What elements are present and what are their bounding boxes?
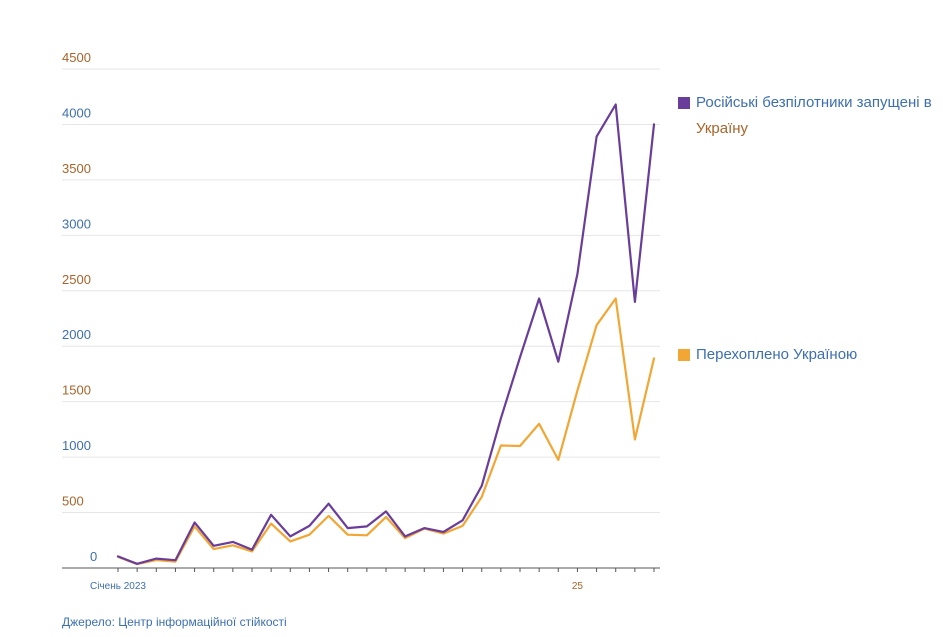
legend-item-intercepted: Перехоплено Україною xyxy=(678,342,943,368)
x-tick-label: 25 xyxy=(572,581,584,592)
legend-label-launched-line1: Російські безпілотники запущені в xyxy=(696,94,932,111)
legend-swatch-intercepted xyxy=(678,349,690,361)
y-tick-label: 3500 xyxy=(62,161,91,176)
y-tick-label: 0 xyxy=(90,549,97,564)
y-tick-label: 1000 xyxy=(62,438,91,453)
y-tick-label: 2500 xyxy=(62,272,91,287)
series-line-launched xyxy=(116,103,656,565)
y-tick-label: 4000 xyxy=(62,105,91,120)
y-tick-label: 500 xyxy=(62,494,84,509)
legend-item-launched: Російські безпілотники запущені в Україн… xyxy=(678,90,943,142)
legend-swatch-launched xyxy=(678,97,690,109)
line-chart: 0 500 1000 1500 2000 2500 3000 3500 4000 4500 Січе… xyxy=(62,50,660,592)
legend-label-intercepted: Перехоплено Україною xyxy=(696,346,858,363)
x-tick-label: Січень 2023 xyxy=(90,581,146,592)
y-tick-label: 4500 xyxy=(62,50,91,65)
y-tick-label: 2000 xyxy=(62,327,91,342)
legend-label-launched-line2: Україну xyxy=(696,120,749,137)
y-tick-label: 1500 xyxy=(62,383,91,398)
legend-label-launched: Російські безпілотники запущені в Україн… xyxy=(696,90,932,142)
y-tick-label: 3000 xyxy=(62,216,91,231)
series-line-intercepted xyxy=(116,297,656,566)
source-note: Джерело: Центр інформаційної стійкості xyxy=(62,615,287,629)
